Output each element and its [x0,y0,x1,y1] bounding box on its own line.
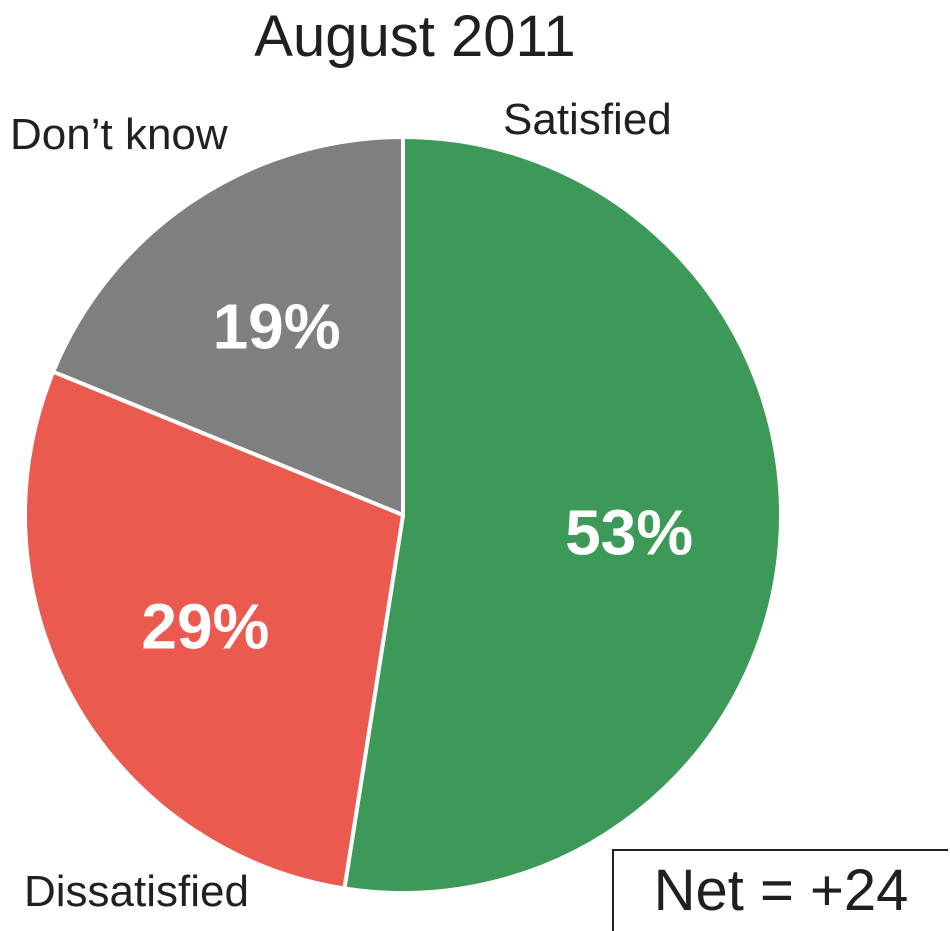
chart-title: August 2011 [254,4,576,69]
outer-label-satisfied: Satisfied [503,95,672,144]
slice-value-label-dont-know: 19% [213,291,341,363]
slice-value-label-satisfied: 53% [565,497,693,569]
pie-slice-satisfied [342,135,783,895]
pie-slice-dissatisfied [23,369,405,891]
pie-slice-dont-know [51,135,405,517]
slice-value-label-dissatisfied: 29% [141,590,269,662]
outer-label-dissatisfied: Dissatisfied [24,867,249,916]
outer-label-dont-know: Don’t know [10,110,228,159]
net-annotation: Net = +24 [612,849,948,931]
